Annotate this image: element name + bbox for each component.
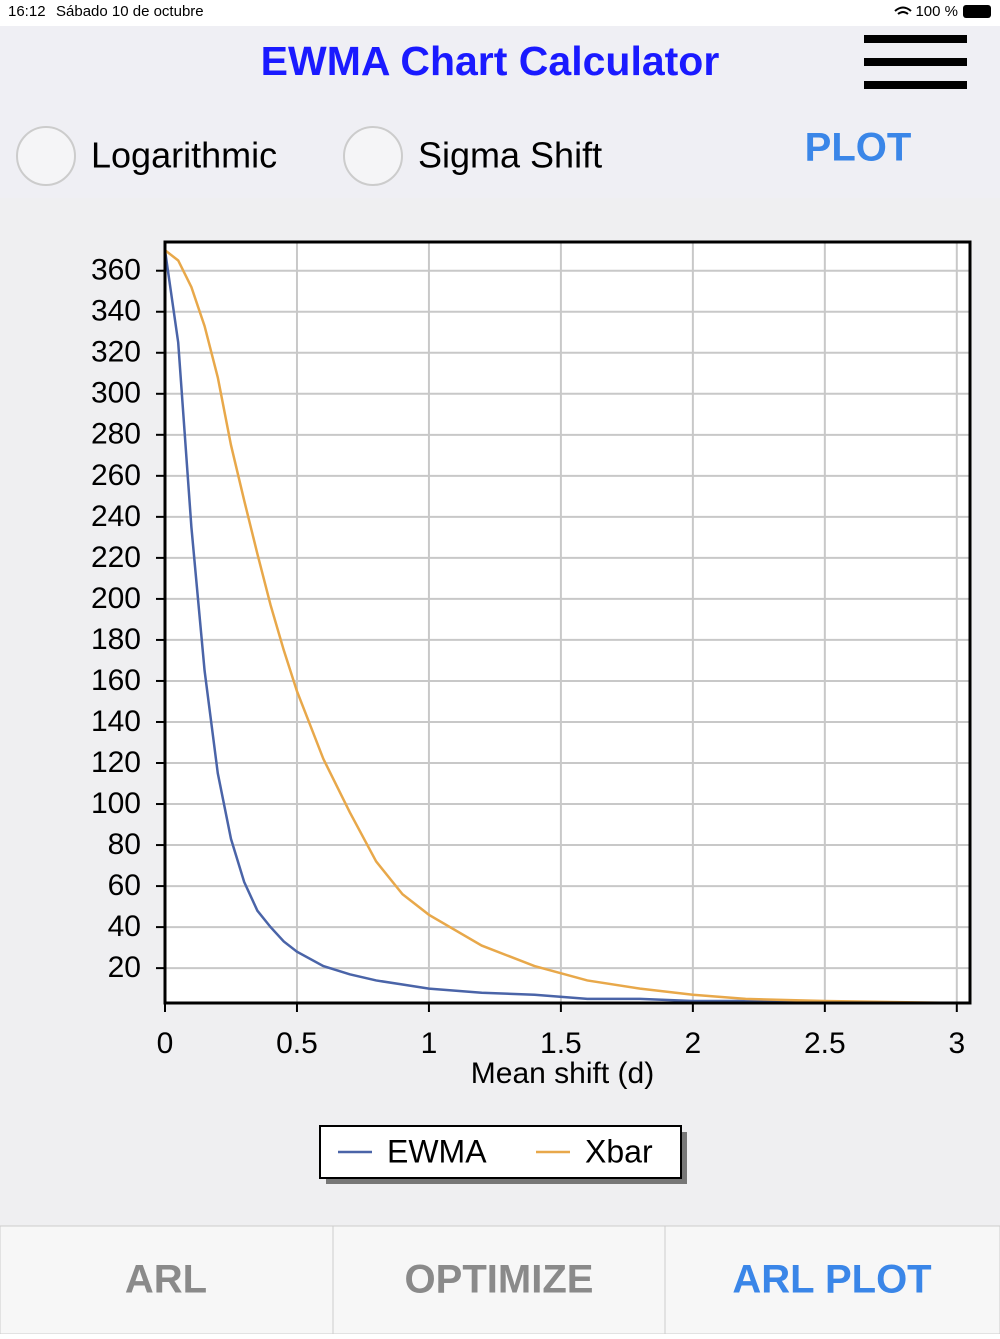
header xyxy=(0,26,1000,198)
menu-button[interactable] xyxy=(864,35,967,89)
x-tick-label: 2 xyxy=(685,1027,702,1060)
plot-button[interactable]: PLOT xyxy=(805,126,912,170)
chart: 2040608010012014016018020022024026028030… xyxy=(91,242,970,1090)
tab-active[interactable]: ARL PLOT xyxy=(732,1258,931,1302)
y-tick-label: 80 xyxy=(108,828,141,861)
data-line xyxy=(164,249,970,1005)
plot-border xyxy=(163,240,972,1005)
y-tick-label: 320 xyxy=(91,336,141,369)
y-tick-label: 200 xyxy=(91,582,141,615)
tab[interactable]: OPTIMIZE xyxy=(405,1258,594,1302)
y-tick-label: 360 xyxy=(91,254,141,287)
radio-logarithmic[interactable] xyxy=(16,126,76,186)
status-date: Sábado 10 de octubre xyxy=(56,3,204,20)
y-tick-label: 340 xyxy=(91,295,141,328)
y-tick-label: 60 xyxy=(108,869,141,902)
battery-icon xyxy=(963,5,991,18)
y-tick-label: 300 xyxy=(91,377,141,410)
y-tick-label: 20 xyxy=(108,951,141,984)
y-tick-label: 280 xyxy=(91,418,141,451)
tab[interactable]: ARL xyxy=(125,1258,207,1302)
plot-area xyxy=(165,242,970,1003)
status-time: 16:12 xyxy=(8,3,46,20)
y-tick-label: 160 xyxy=(91,664,141,697)
tab-bar xyxy=(0,1225,1000,1335)
y-tick-label: 40 xyxy=(108,910,141,943)
x-tick-label: 1.5 xyxy=(540,1027,582,1060)
y-tick-label: 260 xyxy=(91,459,141,492)
option-label: Logarithmic xyxy=(91,135,277,176)
app-title: EWMA Chart Calculator xyxy=(261,38,720,84)
y-tick-label: 180 xyxy=(91,623,141,656)
x-tick-label: 0.5 xyxy=(276,1027,318,1060)
y-tick-label: 100 xyxy=(91,787,141,820)
status-battery: 100 % xyxy=(915,3,958,20)
x-tick-label: 0 xyxy=(157,1027,174,1060)
x-axis-label: Mean shift (d) xyxy=(471,1057,654,1090)
wifi-icon xyxy=(894,6,912,15)
y-tick-label: 140 xyxy=(91,705,141,738)
legend-label: EWMA xyxy=(387,1133,487,1169)
status-bar xyxy=(0,0,1000,26)
menu-bar xyxy=(864,58,967,66)
legend-label: Xbar xyxy=(585,1133,653,1169)
option-label: Sigma Shift xyxy=(418,135,602,176)
radio-sigma-shift[interactable] xyxy=(343,126,403,186)
x-tick-label: 3 xyxy=(948,1027,965,1060)
y-tick-label: 240 xyxy=(91,500,141,533)
y-tick-label: 220 xyxy=(91,541,141,574)
y-tick-label: 120 xyxy=(91,746,141,779)
data-line xyxy=(163,250,970,1005)
x-tick-label: 1 xyxy=(421,1027,438,1060)
legend-entries: EWMA Xbar xyxy=(338,1133,653,1169)
legend xyxy=(319,1125,682,1179)
x-tick-label: 2.5 xyxy=(804,1027,846,1060)
menu-bar xyxy=(864,35,967,43)
menu-bar xyxy=(864,81,967,89)
